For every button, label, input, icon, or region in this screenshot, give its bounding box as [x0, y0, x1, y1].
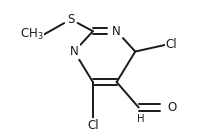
Text: CH$_3$: CH$_3$: [20, 27, 44, 42]
Text: N: N: [112, 25, 121, 38]
Text: Cl: Cl: [87, 119, 99, 132]
Text: H: H: [137, 114, 144, 124]
Text: S: S: [67, 13, 75, 26]
Text: Cl: Cl: [166, 38, 177, 51]
Text: O: O: [167, 101, 177, 114]
Text: N: N: [70, 45, 79, 58]
